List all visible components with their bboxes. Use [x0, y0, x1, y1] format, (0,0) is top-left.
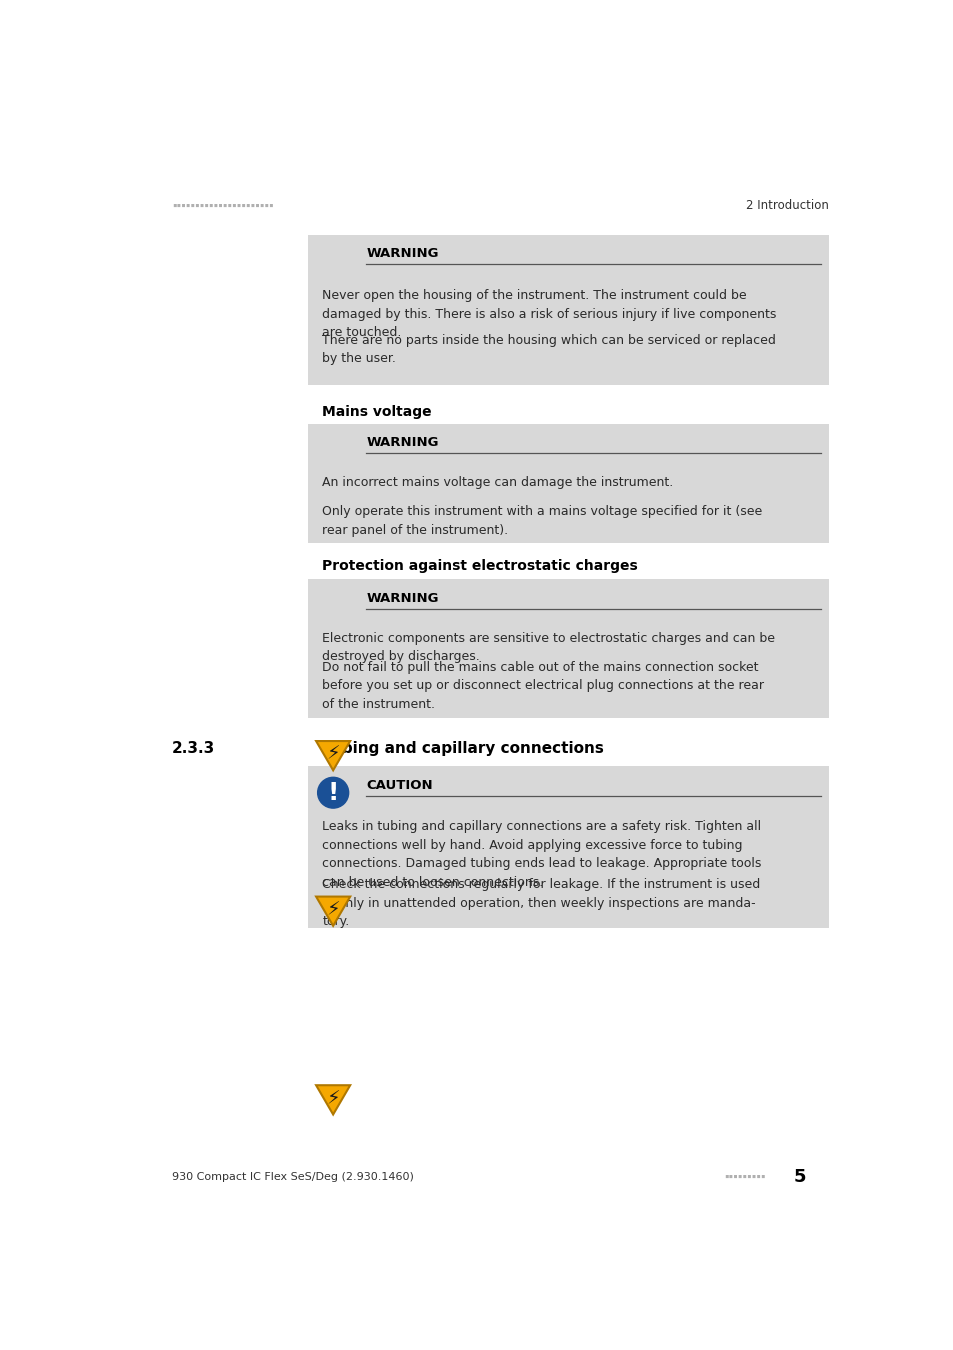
Polygon shape: [315, 741, 350, 771]
Text: Mains voltage: Mains voltage: [322, 405, 432, 418]
Text: ▪▪▪▪▪▪▪▪▪: ▪▪▪▪▪▪▪▪▪: [723, 1172, 764, 1181]
Text: ⚡: ⚡: [326, 745, 339, 764]
Text: WARNING: WARNING: [366, 591, 438, 605]
Text: !: !: [327, 780, 338, 805]
Bar: [308, 424, 828, 543]
Text: 930 Compact IC Flex SeS/Deg (2.930.1460): 930 Compact IC Flex SeS/Deg (2.930.1460): [172, 1172, 414, 1181]
Bar: [308, 767, 828, 929]
Text: Electronic components are sensitive to electrostatic charges and can be
destroye: Electronic components are sensitive to e…: [322, 632, 775, 663]
Bar: [308, 235, 828, 385]
Polygon shape: [315, 1085, 350, 1115]
Text: There are no parts inside the housing which can be serviced or replaced
by the u: There are no parts inside the housing wh…: [322, 333, 776, 366]
Text: Only operate this instrument with a mains voltage specified for it (see
rear pan: Only operate this instrument with a main…: [322, 505, 761, 537]
Text: Protection against electrostatic charges: Protection against electrostatic charges: [322, 559, 638, 574]
Text: 2 Introduction: 2 Introduction: [745, 200, 828, 212]
Text: Leaks in tubing and capillary connections are a safety risk. Tighten all
connect: Leaks in tubing and capillary connection…: [322, 821, 760, 888]
Text: WARNING: WARNING: [366, 247, 438, 261]
Text: ⚡: ⚡: [326, 1089, 339, 1108]
Text: Check the connections regularly for leakage. If the instrument is used
mainly in: Check the connections regularly for leak…: [322, 878, 760, 927]
Circle shape: [317, 778, 348, 809]
Text: An incorrect mains voltage can damage the instrument.: An incorrect mains voltage can damage th…: [322, 477, 673, 489]
Text: WARNING: WARNING: [366, 436, 438, 450]
Text: 2.3.3: 2.3.3: [172, 741, 215, 756]
Text: ⚡: ⚡: [326, 900, 339, 919]
Text: 5: 5: [793, 1168, 805, 1185]
Text: ▪▪▪▪▪▪▪▪▪▪▪▪▪▪▪▪▪▪▪▪▪▪: ▪▪▪▪▪▪▪▪▪▪▪▪▪▪▪▪▪▪▪▪▪▪: [172, 201, 274, 211]
Text: Tubing and capillary connections: Tubing and capillary connections: [322, 741, 603, 756]
Text: Never open the housing of the instrument. The instrument could be
damaged by thi: Never open the housing of the instrument…: [322, 289, 776, 339]
Polygon shape: [315, 896, 350, 926]
Text: CAUTION: CAUTION: [366, 779, 433, 791]
Text: Do not fail to pull the mains cable out of the mains connection socket
before yo: Do not fail to pull the mains cable out …: [322, 662, 763, 711]
Bar: [308, 579, 828, 718]
